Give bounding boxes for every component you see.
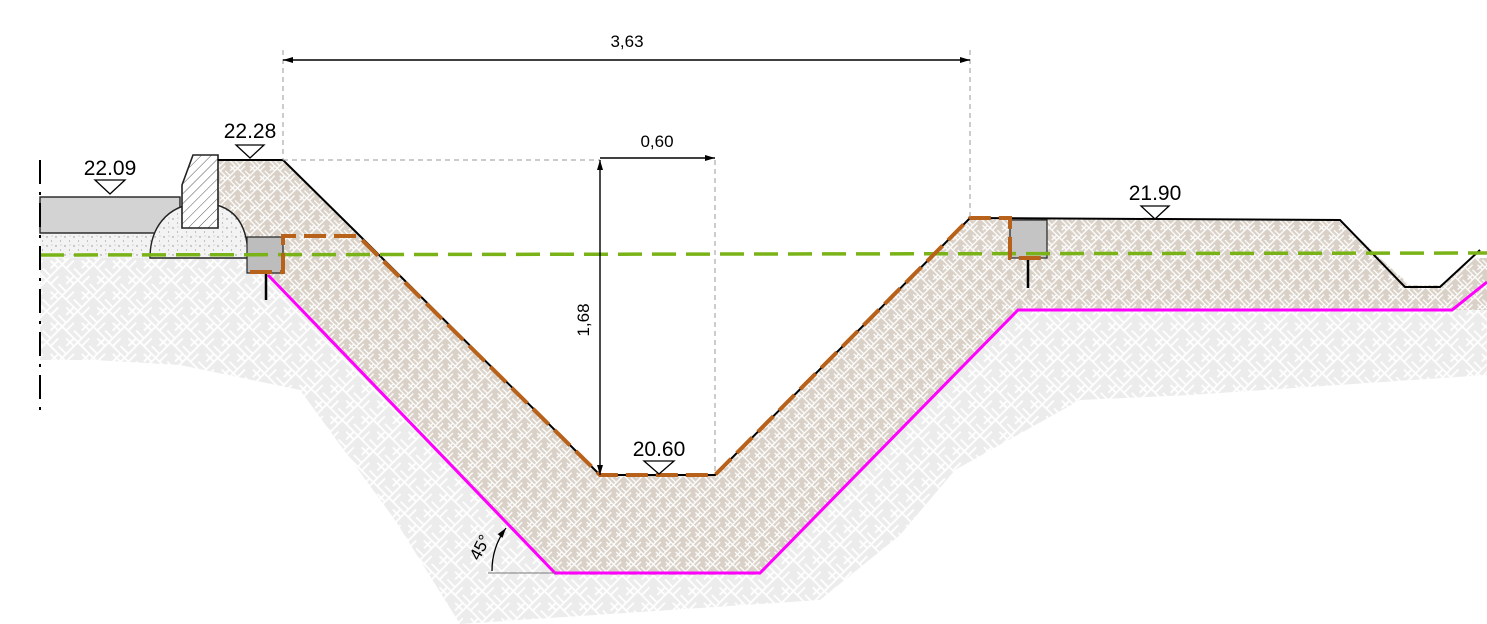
road-asphalt — [39, 196, 181, 234]
elevation-right-label: 21.90 — [1129, 182, 1182, 205]
fill-material — [218, 160, 1487, 575]
existing-ground-line — [39, 251, 1487, 257]
natural-ground — [40, 258, 1487, 624]
dim-bottom-width-label: 0,60 — [640, 132, 673, 151]
curb-stone — [181, 154, 219, 229]
elevation-road-label: 22.09 — [84, 157, 137, 180]
excavation-boundary-line — [266, 273, 1487, 575]
elevation-bottom-label: 20.60 — [633, 438, 686, 461]
elevation-crest-label: 22.28 — [224, 120, 277, 143]
elevation-marker-road: 22.09 — [84, 157, 137, 195]
dim-total-width-label: 3,63 — [610, 32, 643, 51]
elevation-marker-right: 21.90 — [1129, 182, 1182, 220]
dim-depth-label: 1,68 — [574, 303, 593, 336]
drain-block-right — [1009, 219, 1048, 259]
elevation-marker-bottom: 20.60 — [633, 438, 686, 475]
angle-arc — [491, 527, 507, 572]
design-outline-line — [250, 216, 1047, 477]
elevation-marker-crest: 22.28 — [224, 120, 277, 159]
